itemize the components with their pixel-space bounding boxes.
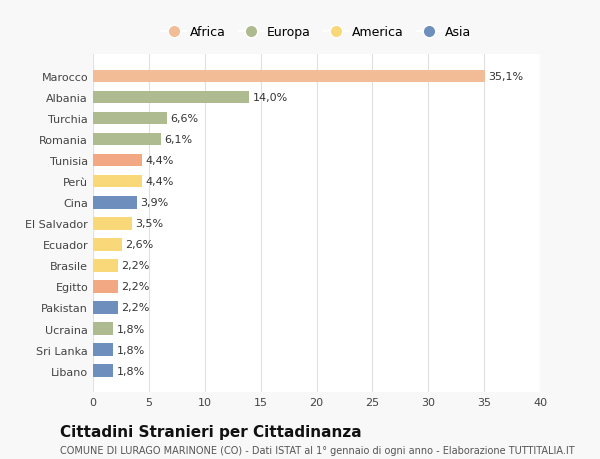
Text: 14,0%: 14,0%	[253, 93, 288, 103]
Text: 3,9%: 3,9%	[140, 198, 168, 208]
Bar	[93, 70, 485, 83]
Text: Cittadini Stranieri per Cittadinanza: Cittadini Stranieri per Cittadinanza	[60, 425, 362, 440]
Bar	[93, 302, 118, 314]
Bar	[93, 218, 132, 230]
Bar	[93, 134, 161, 146]
Text: 2,2%: 2,2%	[121, 303, 149, 313]
Text: 6,1%: 6,1%	[164, 135, 193, 145]
Text: 2,6%: 2,6%	[125, 240, 154, 250]
Bar	[93, 364, 113, 377]
Bar	[93, 259, 118, 272]
Text: 6,6%: 6,6%	[170, 114, 198, 124]
Legend: Africa, Europa, America, Asia: Africa, Europa, America, Asia	[157, 21, 476, 44]
Bar	[93, 154, 142, 167]
Text: 3,5%: 3,5%	[136, 219, 164, 229]
Text: 2,2%: 2,2%	[121, 282, 149, 292]
Text: 1,8%: 1,8%	[116, 345, 145, 355]
Bar	[93, 175, 142, 188]
Text: 35,1%: 35,1%	[488, 72, 524, 82]
Bar	[93, 239, 122, 251]
Text: 1,8%: 1,8%	[116, 366, 145, 376]
Bar	[93, 196, 137, 209]
Bar	[93, 323, 113, 335]
Bar	[93, 91, 250, 104]
Text: 4,4%: 4,4%	[146, 156, 174, 166]
Bar	[93, 343, 113, 356]
Bar	[93, 112, 167, 125]
Text: 2,2%: 2,2%	[121, 261, 149, 271]
Text: COMUNE DI LURAGO MARINONE (CO) - Dati ISTAT al 1° gennaio di ogni anno - Elabora: COMUNE DI LURAGO MARINONE (CO) - Dati IS…	[60, 445, 575, 455]
Text: 4,4%: 4,4%	[146, 177, 174, 187]
Text: 1,8%: 1,8%	[116, 324, 145, 334]
Bar	[93, 280, 118, 293]
